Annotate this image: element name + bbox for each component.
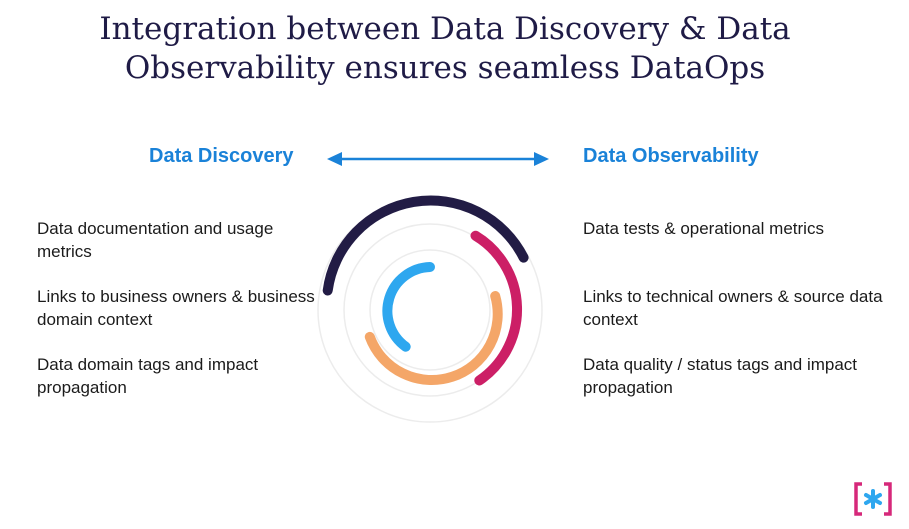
data-discovery-heading: Data Discovery [149, 145, 294, 167]
double-arrow-icon [327, 152, 549, 166]
list-item: Data tests & operational metrics [583, 219, 824, 238]
list-item: Data quality / status tags and impact pr… [583, 355, 858, 397]
list-item: Data documentation and usage metrics [37, 219, 274, 261]
ring-outline-inner [369, 249, 491, 371]
concentric-rings-graphic [317, 195, 543, 423]
data-discovery-list: Data documentation and usage metrics Lin… [37, 217, 322, 421]
data-observability-heading: Data Observability [583, 145, 759, 167]
bracket-asterisk-logo-icon [854, 482, 892, 516]
arc-magenta [470, 230, 523, 386]
title-line-1: Integration between Data Discovery & Dat… [99, 11, 791, 47]
arc-orange [364, 291, 503, 386]
data-observability-list: Data tests & operational metrics Links t… [583, 217, 883, 421]
arc-blue [382, 262, 435, 352]
list-item: Links to business owners & business doma… [37, 287, 315, 329]
arc-navy [322, 195, 529, 296]
list-item: Data domain tags and impact propagation [37, 355, 259, 397]
list-item: Links to technical owners & source data … [583, 287, 883, 329]
page-title: Integration between Data Discovery & Dat… [0, 10, 890, 88]
title-line-2: Observability ensures seamless DataOps [124, 50, 766, 86]
